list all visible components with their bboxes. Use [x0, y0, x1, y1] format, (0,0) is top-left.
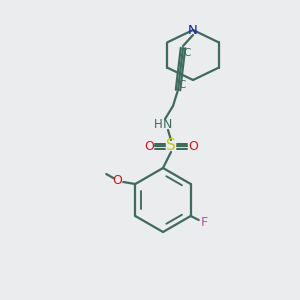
Text: H: H	[154, 118, 162, 130]
Text: C: C	[183, 48, 191, 58]
Text: C: C	[178, 80, 186, 90]
Text: O: O	[188, 140, 198, 152]
Text: O: O	[112, 173, 122, 187]
Text: F: F	[201, 215, 208, 229]
Text: N: N	[162, 118, 172, 130]
Text: N: N	[188, 23, 198, 37]
Text: O: O	[144, 140, 154, 152]
Text: S: S	[166, 139, 176, 154]
